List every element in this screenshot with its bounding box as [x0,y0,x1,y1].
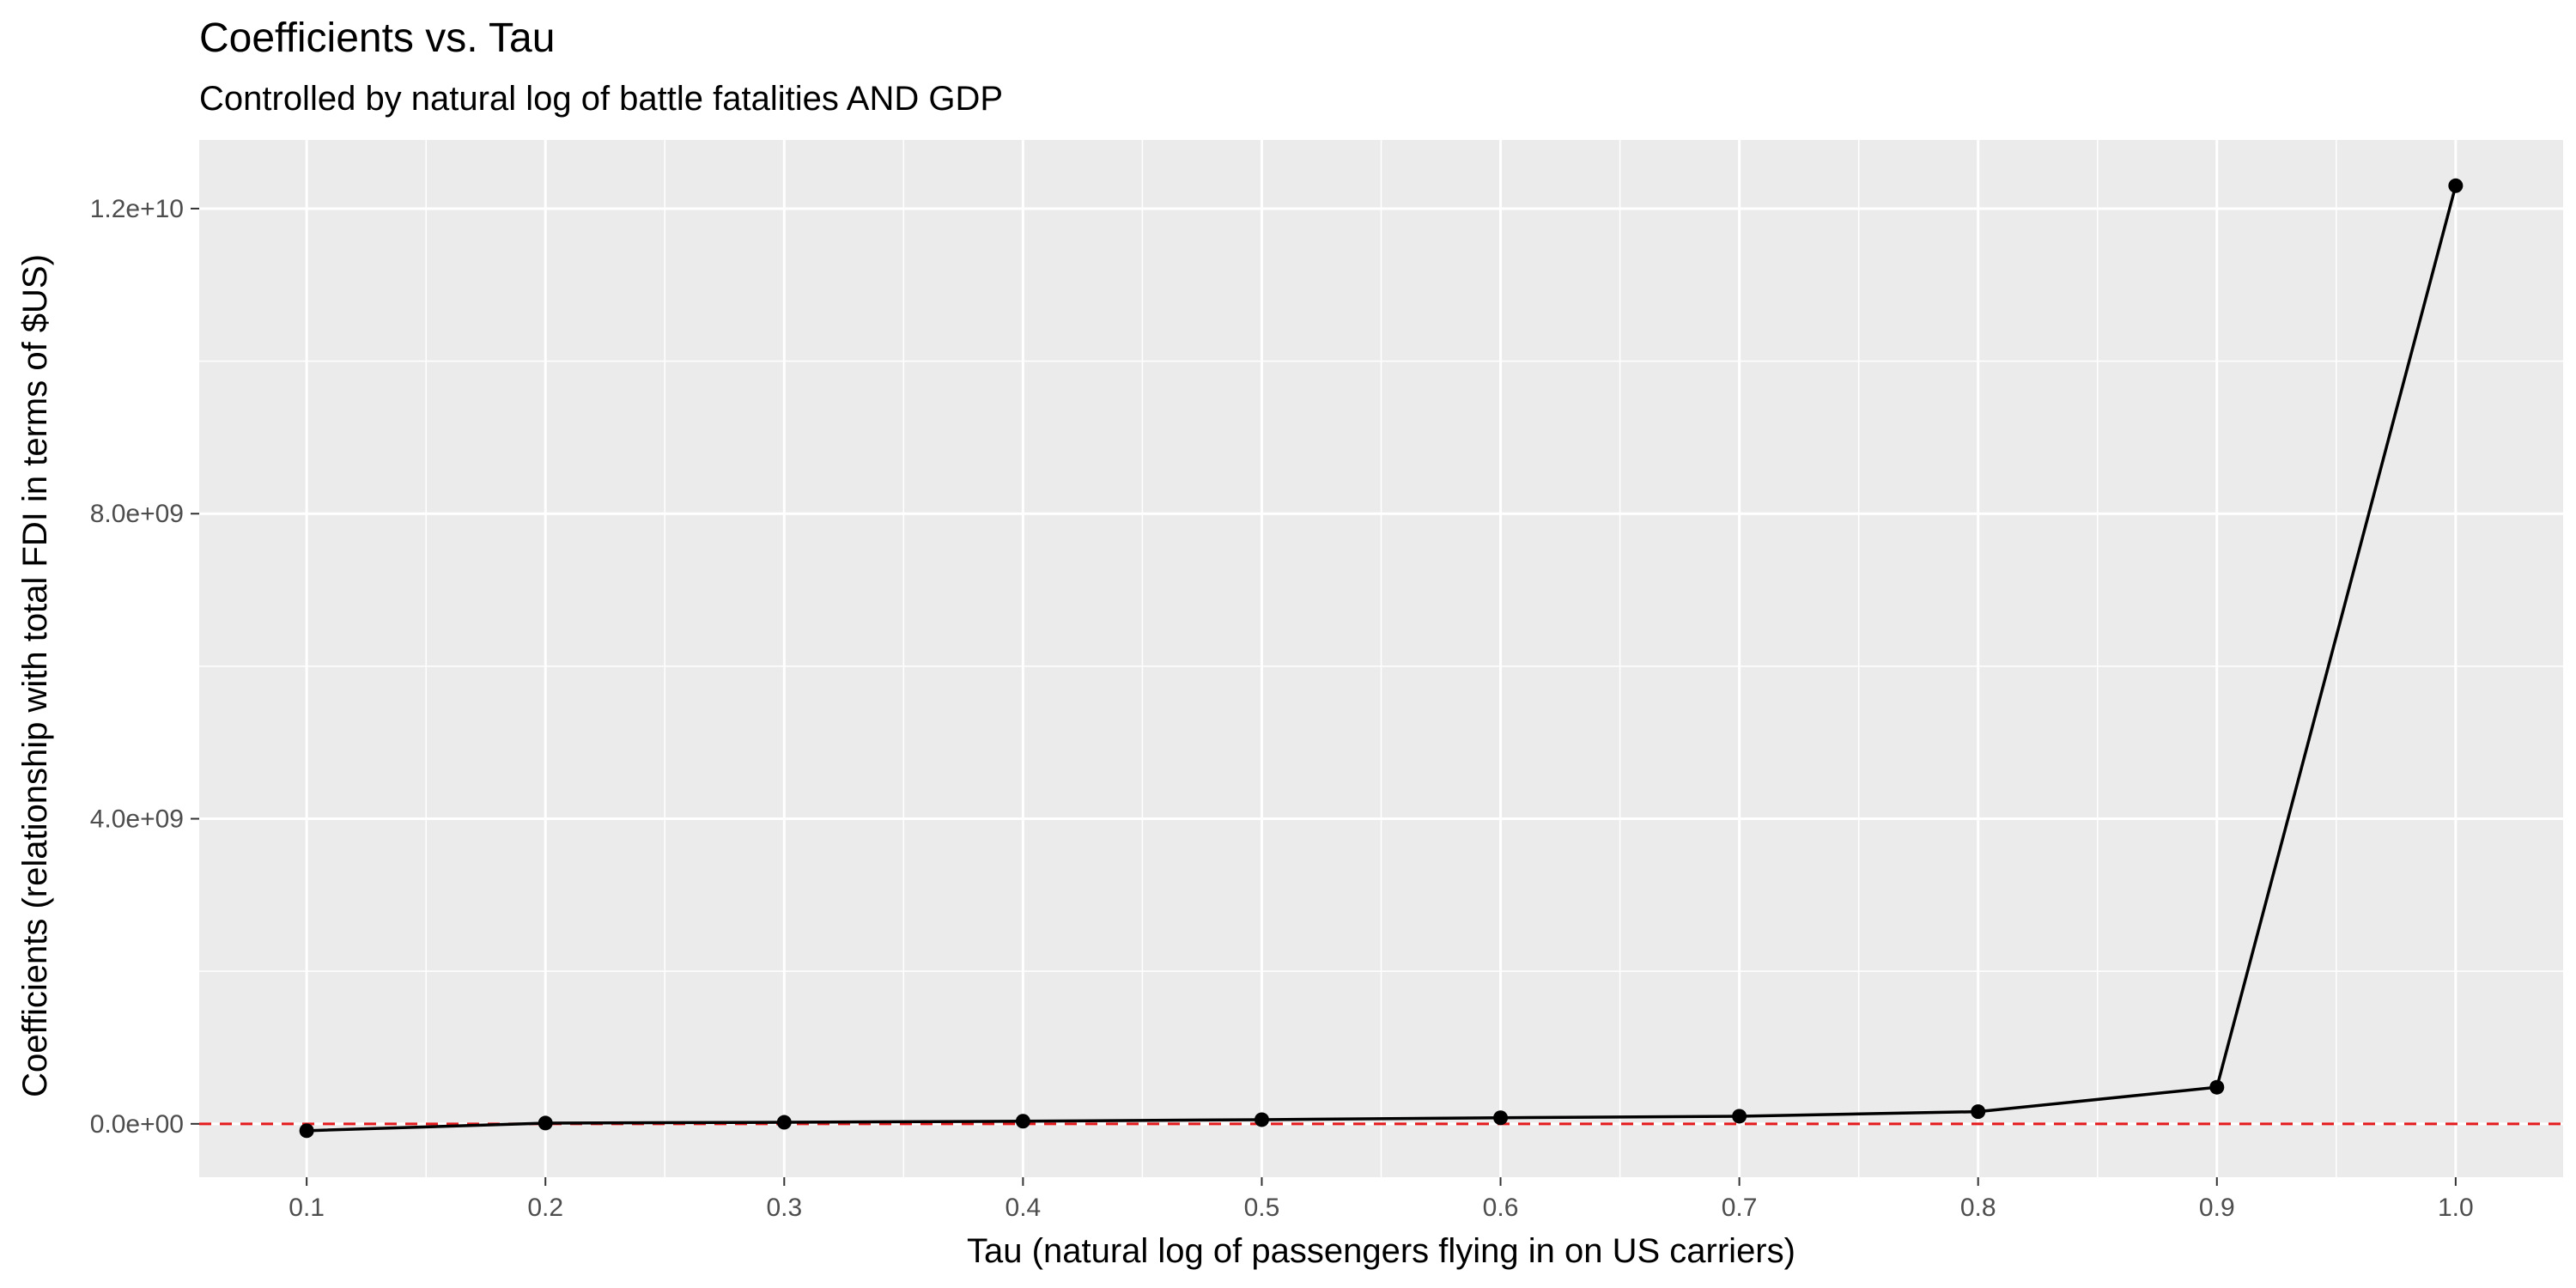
major-gridlines [199,140,2563,1177]
data-point [1493,1110,1509,1126]
y-tick-label: 1.2e+10 [90,195,184,223]
chart-title: Coefficients vs. Tau [199,15,555,61]
y-axis-title: Coefficients (relationship with total FD… [16,254,54,1097]
x-axis-title: Tau (natural log of passengers flying in… [967,1232,1795,1270]
data-point [1254,1112,1269,1127]
x-tick-label: 0.2 [527,1194,563,1222]
x-tick-label: 1.0 [2438,1194,2474,1222]
y-tick-label: 4.0e+09 [90,805,184,834]
y-tick-label: 8.0e+09 [90,500,184,528]
y-tick-label: 0.0e+00 [90,1110,184,1139]
x-tick-label: 0.4 [1005,1194,1042,1222]
x-tick-label: 0.5 [1244,1194,1280,1222]
data-point [1971,1104,1986,1120]
x-tick-label: 0.9 [2199,1194,2235,1222]
y-axis-ticks: 0.0e+00 4.0e+09 8.0e+09 1.2e+10 [90,195,199,1139]
data-point [2209,1079,2225,1095]
data-point [776,1115,792,1130]
minor-gridlines [199,140,2563,1177]
x-tick-label: 0.1 [289,1194,325,1222]
series-line [307,185,2458,1133]
chart-subtitle: Controlled by natural log of battle fata… [199,80,1003,118]
x-tick-label: 0.8 [1960,1194,1996,1222]
x-tick-label: 0.3 [766,1194,802,1222]
x-tick-label: 0.7 [1722,1194,1758,1222]
x-tick-label: 0.6 [1483,1194,1519,1222]
series-layer [299,178,2464,1139]
data-point [2448,178,2464,193]
x-axis-ticks: 0.1 0.2 0.3 0.4 0.5 0.6 0.7 0.8 0.9 1.0 [289,1177,2474,1222]
data-point [299,1123,314,1139]
data-point [538,1115,553,1131]
data-point [1732,1109,1747,1124]
data-point [1015,1114,1030,1129]
